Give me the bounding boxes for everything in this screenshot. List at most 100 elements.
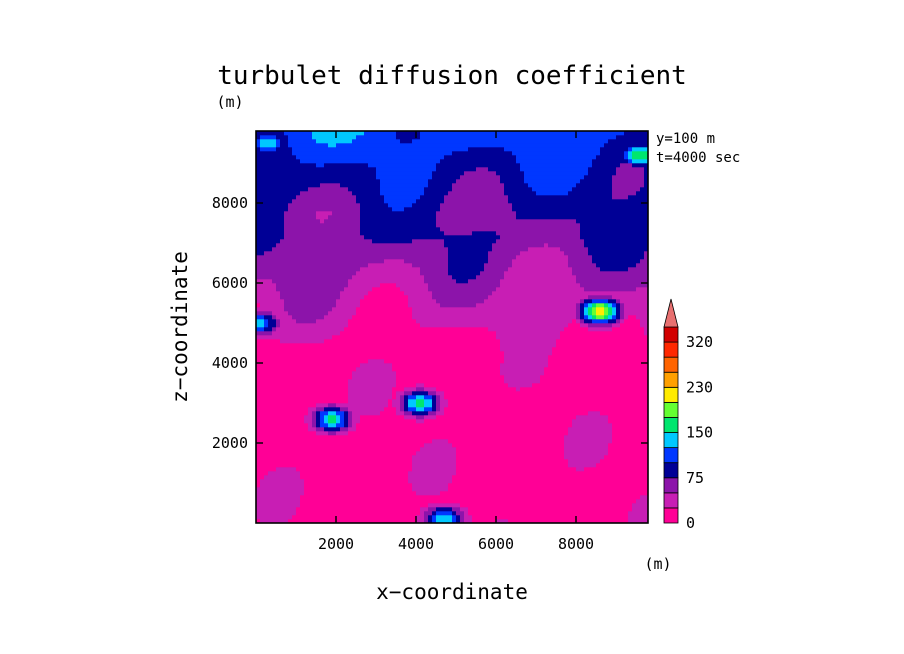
field-cell xyxy=(400,223,405,228)
field-cell xyxy=(432,451,437,456)
field-cell xyxy=(304,507,309,512)
field-cell xyxy=(260,435,265,440)
field-cell xyxy=(420,259,425,264)
field-cell xyxy=(292,439,297,444)
field-cell xyxy=(268,347,273,352)
field-cell xyxy=(364,379,369,384)
field-cell xyxy=(388,311,393,316)
field-cell xyxy=(392,263,397,268)
field-cell xyxy=(296,399,301,404)
field-cell xyxy=(428,295,433,300)
field-cell xyxy=(428,167,433,172)
field-cell xyxy=(288,511,293,516)
field-cell xyxy=(384,355,389,360)
field-cell xyxy=(292,435,297,440)
field-cell xyxy=(260,415,265,420)
field-cell xyxy=(400,467,405,472)
field-cell xyxy=(380,515,385,520)
field-cell xyxy=(340,223,345,228)
field-cell xyxy=(432,443,437,448)
field-cell xyxy=(360,279,365,284)
field-cell xyxy=(356,311,361,316)
field-cell xyxy=(440,431,445,436)
field-cell xyxy=(420,303,425,308)
field-cell xyxy=(380,231,385,236)
field-cell xyxy=(392,203,397,208)
field-cell xyxy=(256,415,261,420)
field-cell xyxy=(264,303,269,308)
field-cell xyxy=(340,139,345,144)
field-cell xyxy=(312,511,317,516)
field-cell xyxy=(356,155,361,160)
field-cell xyxy=(264,507,269,512)
field-cell xyxy=(440,519,445,523)
field-cell xyxy=(360,311,365,316)
field-cell xyxy=(260,483,265,488)
field-cell xyxy=(392,299,397,304)
field-cell xyxy=(440,263,445,268)
field-cell xyxy=(384,359,389,364)
field-cell xyxy=(404,267,409,272)
field-cell xyxy=(280,135,285,140)
field-cell xyxy=(420,359,425,364)
field-cell xyxy=(412,215,417,220)
field-cell xyxy=(284,211,289,216)
field-cell xyxy=(356,235,361,240)
field-cell xyxy=(336,311,341,316)
field-cell xyxy=(344,335,349,340)
field-cell xyxy=(424,511,429,516)
field-cell xyxy=(388,507,393,512)
field-cell xyxy=(444,159,449,164)
field-cell xyxy=(420,195,425,200)
field-cell xyxy=(352,275,357,280)
field-cell xyxy=(340,287,345,292)
field-cell xyxy=(372,271,377,276)
field-cell xyxy=(264,395,269,400)
field-cell xyxy=(400,391,405,396)
field-cell xyxy=(256,131,261,136)
field-cell xyxy=(256,323,261,328)
field-cell xyxy=(272,211,277,216)
field-cell xyxy=(416,355,421,360)
field-cell xyxy=(364,323,369,328)
field-cell xyxy=(360,459,365,464)
field-cell xyxy=(456,275,461,280)
field-cell xyxy=(276,403,281,408)
field-cell xyxy=(408,255,413,260)
field-cell xyxy=(452,151,457,156)
field-cell xyxy=(292,367,297,372)
field-cell xyxy=(444,479,449,484)
field-cell xyxy=(264,287,269,292)
field-cell xyxy=(332,371,337,376)
field-cell xyxy=(400,163,405,168)
field-cell xyxy=(336,507,341,512)
field-cell xyxy=(272,447,277,452)
field-cell xyxy=(436,279,441,284)
field-cell xyxy=(292,167,297,172)
field-cell xyxy=(296,303,301,308)
field-cell xyxy=(308,363,313,368)
field-cell xyxy=(368,327,373,332)
field-cell xyxy=(420,283,425,288)
field-cell xyxy=(348,347,353,352)
field-cell xyxy=(392,235,397,240)
field-cell xyxy=(300,355,305,360)
field-cell xyxy=(300,187,305,192)
field-cell xyxy=(336,151,341,156)
field-cell xyxy=(420,391,425,396)
field-cell xyxy=(388,347,393,352)
field-cell xyxy=(368,167,373,172)
field-cell xyxy=(284,455,289,460)
field-cell xyxy=(344,247,349,252)
field-cell xyxy=(372,311,377,316)
field-cell xyxy=(308,315,313,320)
field-cell xyxy=(336,519,341,523)
field-cell xyxy=(388,163,393,168)
field-cell xyxy=(424,519,429,523)
field-cell xyxy=(380,259,385,264)
field-cell xyxy=(348,427,353,432)
field-cell xyxy=(452,167,457,172)
field-cell xyxy=(340,195,345,200)
field-cell xyxy=(356,487,361,492)
field-cell xyxy=(456,479,461,484)
